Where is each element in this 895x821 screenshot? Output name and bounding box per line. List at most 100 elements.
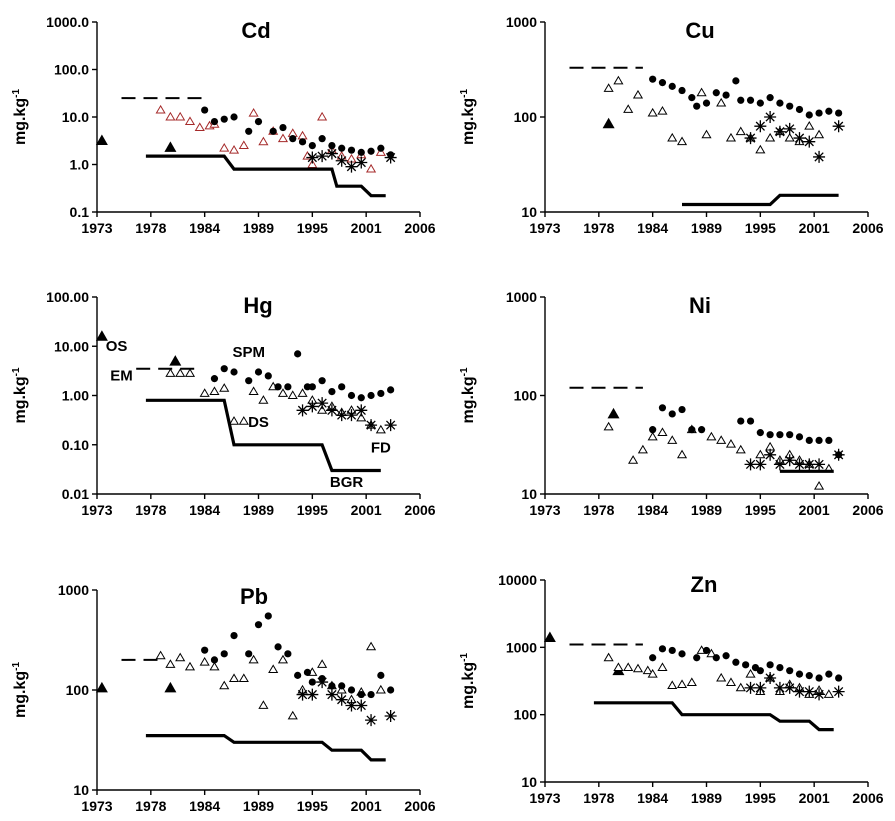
point-filled-circle [338, 144, 346, 152]
point-filled-circle [377, 671, 385, 679]
point-filled-circle [294, 671, 302, 679]
point-filled-circle [766, 661, 774, 669]
x-tick-label: 2006 [404, 220, 435, 236]
point-asterisk [764, 672, 777, 685]
y-tick-label: 1000 [58, 582, 89, 598]
x-tick-label: 2001 [351, 502, 382, 518]
point-filled-circle [698, 426, 706, 434]
x-tick-label: 1995 [297, 798, 328, 814]
point-filled-circle [347, 146, 356, 154]
point-open-triangle [165, 659, 176, 668]
point-open-triangle [813, 129, 825, 139]
point-asterisk [754, 681, 767, 694]
point-filled-circle [776, 99, 784, 107]
point-asterisk [365, 714, 378, 727]
point-asterisk [335, 154, 348, 167]
point-asterisk [345, 409, 358, 422]
x-tick-label: 2006 [852, 220, 883, 236]
point-filled-circle [210, 375, 219, 383]
point-filled-circle [245, 127, 253, 135]
point-open-triangle [287, 710, 298, 720]
point-filled-circle [298, 138, 307, 146]
point-filled-circle [303, 668, 312, 676]
point-open-triangle [317, 405, 328, 414]
point-open-triangle [637, 444, 648, 454]
point-filled-circle [678, 405, 686, 414]
point-filled-circle [756, 99, 764, 107]
point-filled-circle [712, 654, 720, 662]
point-open-triangle [804, 121, 815, 130]
point-asterisk [764, 448, 777, 461]
point-filled-triangle [164, 681, 177, 693]
x-tick-label: 1973 [529, 502, 560, 518]
point-open-triangle [696, 87, 707, 97]
point-open-triangle [219, 143, 230, 152]
point-filled-circle [220, 115, 228, 123]
point-asterisk [764, 111, 777, 123]
point-open-triangle [647, 431, 658, 441]
point-filled-circle [367, 690, 375, 699]
point-open-triangle [755, 449, 766, 459]
point-asterisk [306, 151, 319, 164]
point-filled-circle [746, 417, 755, 425]
step-line-bgr [682, 193, 839, 207]
point-filled-circle [230, 631, 238, 640]
point-filled-circle [805, 436, 813, 445]
point-asterisk [773, 458, 786, 471]
point-filled-circle [805, 672, 813, 680]
point-filled-circle [795, 670, 804, 678]
point-asterisk [325, 688, 338, 701]
y-axis-label: mg.kg-1 [459, 89, 477, 145]
point-filled-circle [318, 377, 326, 385]
x-tick-label: 1995 [745, 502, 776, 518]
x-tick-label: 1995 [297, 220, 328, 236]
panel-cu: 10 100 1000 1973 1978 1984 1989 1995 2001 2006 Cu m… [459, 14, 884, 236]
point-open-triangle [277, 654, 289, 664]
y-axis-label: mg.kg-1 [11, 662, 29, 718]
point-asterisk [773, 125, 786, 138]
point-filled-circle [658, 645, 667, 653]
x-tick-label: 2001 [351, 220, 382, 236]
point-open-triangle [297, 388, 308, 397]
point-asterisk [325, 404, 338, 417]
point-open-triangle [706, 431, 717, 441]
point-open-triangle [297, 130, 308, 140]
x-tick-label: 1984 [637, 790, 668, 806]
point-asterisk [384, 151, 397, 164]
point-open-triangle [219, 680, 230, 690]
point-filled-circle [201, 646, 209, 654]
point-filled-circle [254, 118, 263, 126]
point-asterisk [335, 409, 348, 422]
point-filled-circle [318, 135, 326, 143]
point-filled-circle [357, 690, 365, 699]
point-filled-circle [264, 612, 272, 620]
point-filled-circle [737, 417, 745, 425]
point-open-triangle [676, 449, 688, 459]
x-tick-label: 1989 [691, 790, 722, 806]
point-filled-circle [805, 111, 813, 119]
y-axis-label: mg.kg-1 [11, 89, 29, 145]
point-open-triangle [238, 140, 249, 150]
x-tick-label: 1984 [637, 502, 668, 518]
point-open-triangle [209, 661, 220, 671]
point-asterisk [365, 419, 378, 432]
point-asterisk [754, 120, 767, 133]
y-tick-label: 10 [73, 782, 89, 798]
y-tick-label: 0.1 [70, 204, 90, 220]
point-filled-circle [347, 686, 356, 694]
point-open-triangle [603, 652, 614, 662]
y-tick-label: 100 [514, 109, 538, 125]
point-filled-circle [649, 75, 657, 83]
point-filled-triangle [543, 631, 556, 642]
point-asterisk [793, 685, 806, 698]
x-tick-label: 2001 [351, 798, 382, 814]
point-open-triangle [784, 132, 795, 142]
point-open-triangle [277, 133, 289, 143]
point-open-triangle [175, 368, 186, 377]
point-asterisk [316, 397, 329, 410]
x-tick-label: 1989 [243, 798, 274, 814]
chart-title: Ni [689, 293, 711, 318]
chart-title: Cu [685, 18, 714, 43]
point-filled-circle [835, 109, 843, 117]
point-filled-circle [658, 79, 667, 87]
